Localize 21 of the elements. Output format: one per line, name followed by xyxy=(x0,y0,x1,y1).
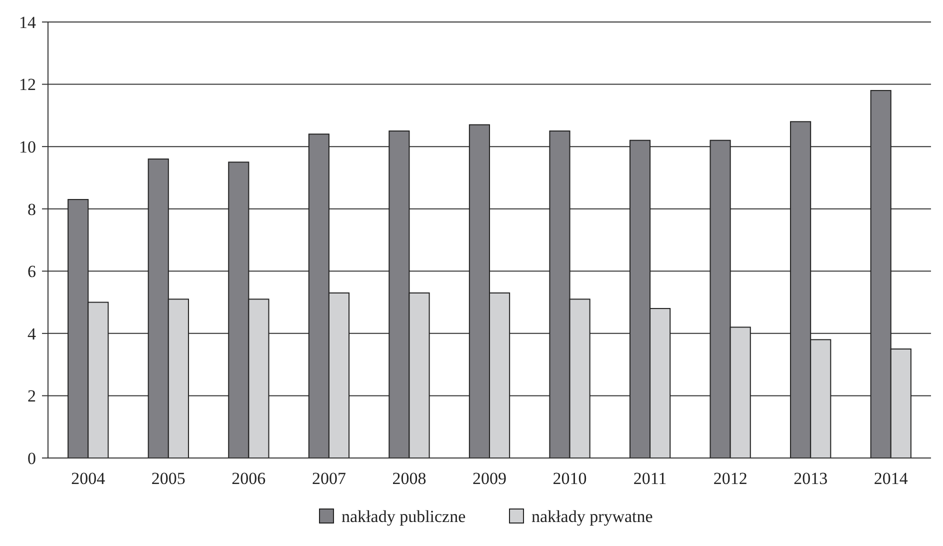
x-tick-label: 2013 xyxy=(794,469,828,488)
y-tick-label: 0 xyxy=(28,448,36,468)
x-tick-label: 2006 xyxy=(232,469,266,488)
legend-label: nakłady publiczne xyxy=(342,506,466,526)
x-tick-label: 2005 xyxy=(151,469,186,488)
x-tick-label: 2014 xyxy=(874,469,908,488)
x-tick-label: 2011 xyxy=(633,469,667,488)
y-tick-label: 12 xyxy=(19,75,36,94)
legend-label: nakłady prywatne xyxy=(532,506,653,526)
y-tick-label: 6 xyxy=(28,262,36,282)
y-tick-label: 14 xyxy=(19,12,36,32)
x-tick-label: 2004 xyxy=(71,469,106,488)
x-tick-label: 2008 xyxy=(392,469,426,488)
y-tick-label: 4 xyxy=(28,324,36,344)
y-tick-label: 10 xyxy=(19,138,36,157)
x-tick-label: 2009 xyxy=(472,469,506,488)
x-tick-label: 2012 xyxy=(713,469,748,488)
x-tick-label: 2010 xyxy=(552,469,587,488)
x-tick-label: 2007 xyxy=(312,469,346,488)
y-tick-label: 2 xyxy=(28,386,36,406)
y-tick-label: 8 xyxy=(28,200,36,219)
